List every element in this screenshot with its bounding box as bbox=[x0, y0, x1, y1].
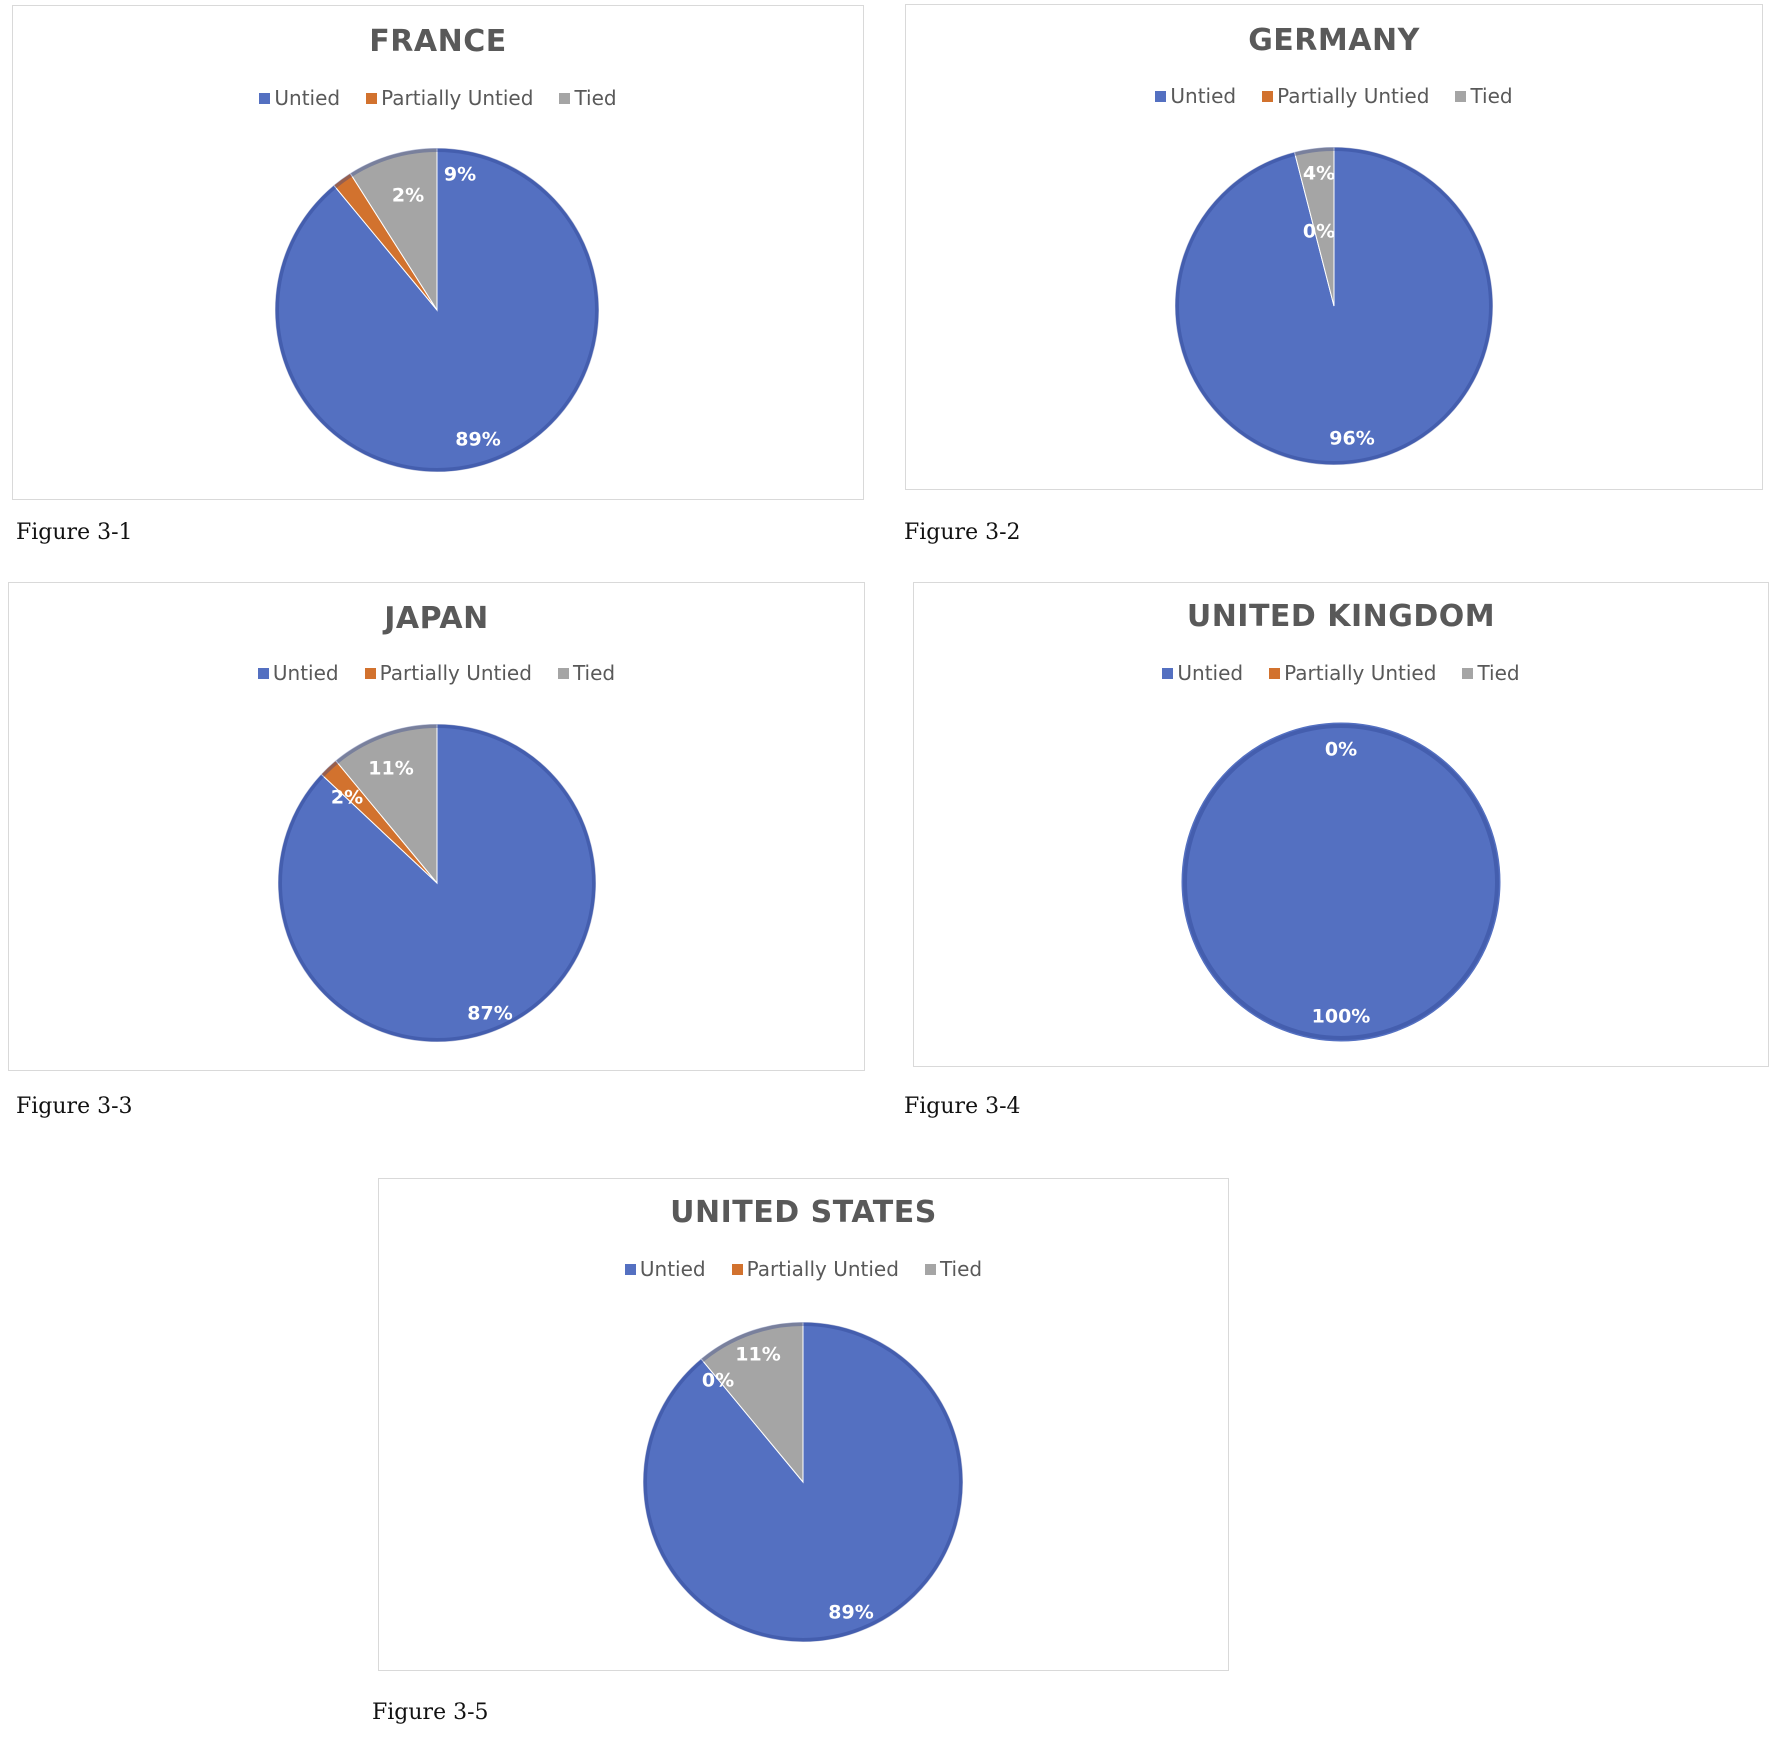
legend-item-partially-untied: Partially Untied bbox=[1269, 661, 1436, 685]
legend-swatch-tied bbox=[559, 92, 571, 104]
chart-germany: GERMANY Untied Partially Untied Tied 96%… bbox=[905, 4, 1763, 490]
chart-title: UNITED STATES bbox=[670, 1195, 937, 1230]
legend-swatch-untied bbox=[257, 667, 269, 679]
pie-chart: 96% 0% 4% bbox=[1174, 146, 1494, 466]
legend-label: Partially Untied bbox=[379, 661, 532, 685]
legend-swatch-untied bbox=[624, 1263, 636, 1275]
chart-title: UNITED KINGDOM bbox=[1186, 599, 1496, 634]
legend-item-tied: Tied bbox=[559, 86, 617, 110]
legend-swatch-partially-untied bbox=[1269, 667, 1281, 679]
legend-label: Untied bbox=[272, 661, 339, 685]
pie-slice-tied bbox=[700, 1321, 804, 1484]
chart-legend: Untied Partially Untied Tied bbox=[13, 86, 863, 110]
legend-item-untied: Untied bbox=[257, 661, 339, 685]
pie-slice-tied bbox=[334, 723, 438, 885]
pie-slice-tied bbox=[349, 147, 438, 312]
legend-item-partially-untied: Partially Untied bbox=[366, 86, 533, 110]
data-label-untied: 87% bbox=[467, 1003, 512, 1025]
legend-swatch-untied bbox=[1155, 90, 1167, 102]
legend-swatch-tied bbox=[924, 1263, 936, 1275]
chart-legend: Untied Partially Untied Tied bbox=[9, 661, 864, 685]
pie-rim bbox=[1183, 724, 1499, 1040]
chart-title: GERMANY bbox=[1248, 23, 1420, 58]
chart-title: JAPAN bbox=[384, 601, 489, 636]
figure-caption: Figure 3-2 bbox=[904, 520, 1021, 545]
pie-chart: 100% 0% bbox=[1181, 722, 1501, 1042]
chart-united-states: UNITED STATES Untied Partially Untied Ti… bbox=[378, 1178, 1229, 1671]
chart-france: FRANCE Untied Partially Untied Tied 89% 2… bbox=[12, 5, 864, 500]
pie-chart: 87% 2%11% bbox=[277, 723, 597, 1043]
legend-item-partially-untied: Partially Untied bbox=[364, 661, 532, 685]
data-label-partially-untied: 2% bbox=[392, 185, 424, 207]
legend-label: Partially Untied bbox=[381, 86, 534, 110]
data-label-partially-untied: 0% bbox=[1325, 739, 1357, 761]
legend-label: Untied bbox=[639, 1257, 706, 1281]
data-label-untied: 96% bbox=[1329, 428, 1374, 450]
legend-swatch-tied bbox=[1455, 90, 1467, 102]
data-label-untied: 89% bbox=[455, 429, 500, 451]
legend-label: Partially Untied bbox=[1277, 84, 1430, 108]
legend-swatch-untied bbox=[259, 92, 271, 104]
legend-label: Partially Untied bbox=[1284, 661, 1437, 685]
figure-caption: Figure 3-4 bbox=[904, 1094, 1021, 1119]
data-label-tied: 9% bbox=[444, 164, 476, 186]
legend-item-tied: Tied bbox=[1462, 661, 1520, 685]
legend-label: Untied bbox=[1177, 661, 1244, 685]
figure-caption: Figure 3-3 bbox=[16, 1094, 133, 1119]
legend-item-partially-untied: Partially Untied bbox=[1262, 84, 1429, 108]
figure-caption: Figure 3-5 bbox=[372, 1700, 489, 1725]
data-label-partially-untied: 2% bbox=[331, 787, 363, 809]
legend-label: Partially Untied bbox=[746, 1257, 899, 1281]
legend-item-untied: Untied bbox=[259, 86, 340, 110]
data-label-partially-untied: 0% bbox=[702, 1370, 734, 1392]
pie-rim bbox=[1175, 147, 1493, 465]
data-label-untied: 100% bbox=[1312, 1006, 1371, 1028]
legend-swatch-partially-untied bbox=[1262, 90, 1274, 102]
legend-swatch-partially-untied bbox=[366, 92, 378, 104]
chart-japan: JAPAN Untied Partially Untied Tied 87% 2%… bbox=[8, 582, 865, 1071]
pie-rim bbox=[278, 724, 596, 1042]
legend-swatch-tied bbox=[1462, 667, 1474, 679]
pie-slice-untied bbox=[1181, 722, 1501, 1042]
legend-label: Tied bbox=[939, 1257, 983, 1281]
data-label-tied: 4% bbox=[1303, 163, 1335, 185]
legend-label: Untied bbox=[274, 86, 341, 110]
legend-item-untied: Untied bbox=[1155, 84, 1236, 108]
pie-slice-tied bbox=[1293, 146, 1335, 307]
legend-swatch-partially-untied bbox=[731, 1263, 743, 1275]
pie-chart: 89% 2% 9% bbox=[274, 147, 600, 473]
legend-label: Tied bbox=[1477, 661, 1520, 685]
pie-rim bbox=[643, 1322, 963, 1642]
data-label-untied: 89% bbox=[828, 1602, 873, 1624]
legend-label: Tied bbox=[1470, 84, 1513, 108]
chart-legend: Untied Partially Untied Tied bbox=[906, 84, 1762, 108]
legend-label: Tied bbox=[574, 86, 617, 110]
chart-title: FRANCE bbox=[369, 24, 507, 59]
pie-chart: 89% 0%11% bbox=[642, 1321, 964, 1643]
legend-swatch-tied bbox=[557, 667, 569, 679]
legend-label: Tied bbox=[572, 661, 616, 685]
legend-item-partially-untied: Partially Untied bbox=[731, 1257, 899, 1281]
legend-item-untied: Untied bbox=[624, 1257, 706, 1281]
legend-item-tied: Tied bbox=[924, 1257, 983, 1281]
chart-united-kingdom: UNITED KINGDOM Untied Partially Untied T… bbox=[913, 582, 1769, 1067]
legend-swatch-untied bbox=[1162, 667, 1174, 679]
legend-item-tied: Tied bbox=[1455, 84, 1513, 108]
chart-legend: Untied Partially Untied Tied bbox=[379, 1257, 1228, 1281]
legend-item-untied: Untied bbox=[1162, 661, 1243, 685]
figure-caption: Figure 3-1 bbox=[16, 520, 133, 545]
data-label-tied: 11% bbox=[368, 758, 413, 780]
legend-item-tied: Tied bbox=[557, 661, 616, 685]
data-label-tied: 11% bbox=[735, 1344, 780, 1366]
legend-label: Untied bbox=[1170, 84, 1237, 108]
data-label-partially-untied: 0% bbox=[1303, 221, 1335, 243]
legend-swatch-partially-untied bbox=[364, 667, 376, 679]
chart-legend: Untied Partially Untied Tied bbox=[914, 661, 1768, 685]
pie-rim bbox=[275, 148, 599, 472]
